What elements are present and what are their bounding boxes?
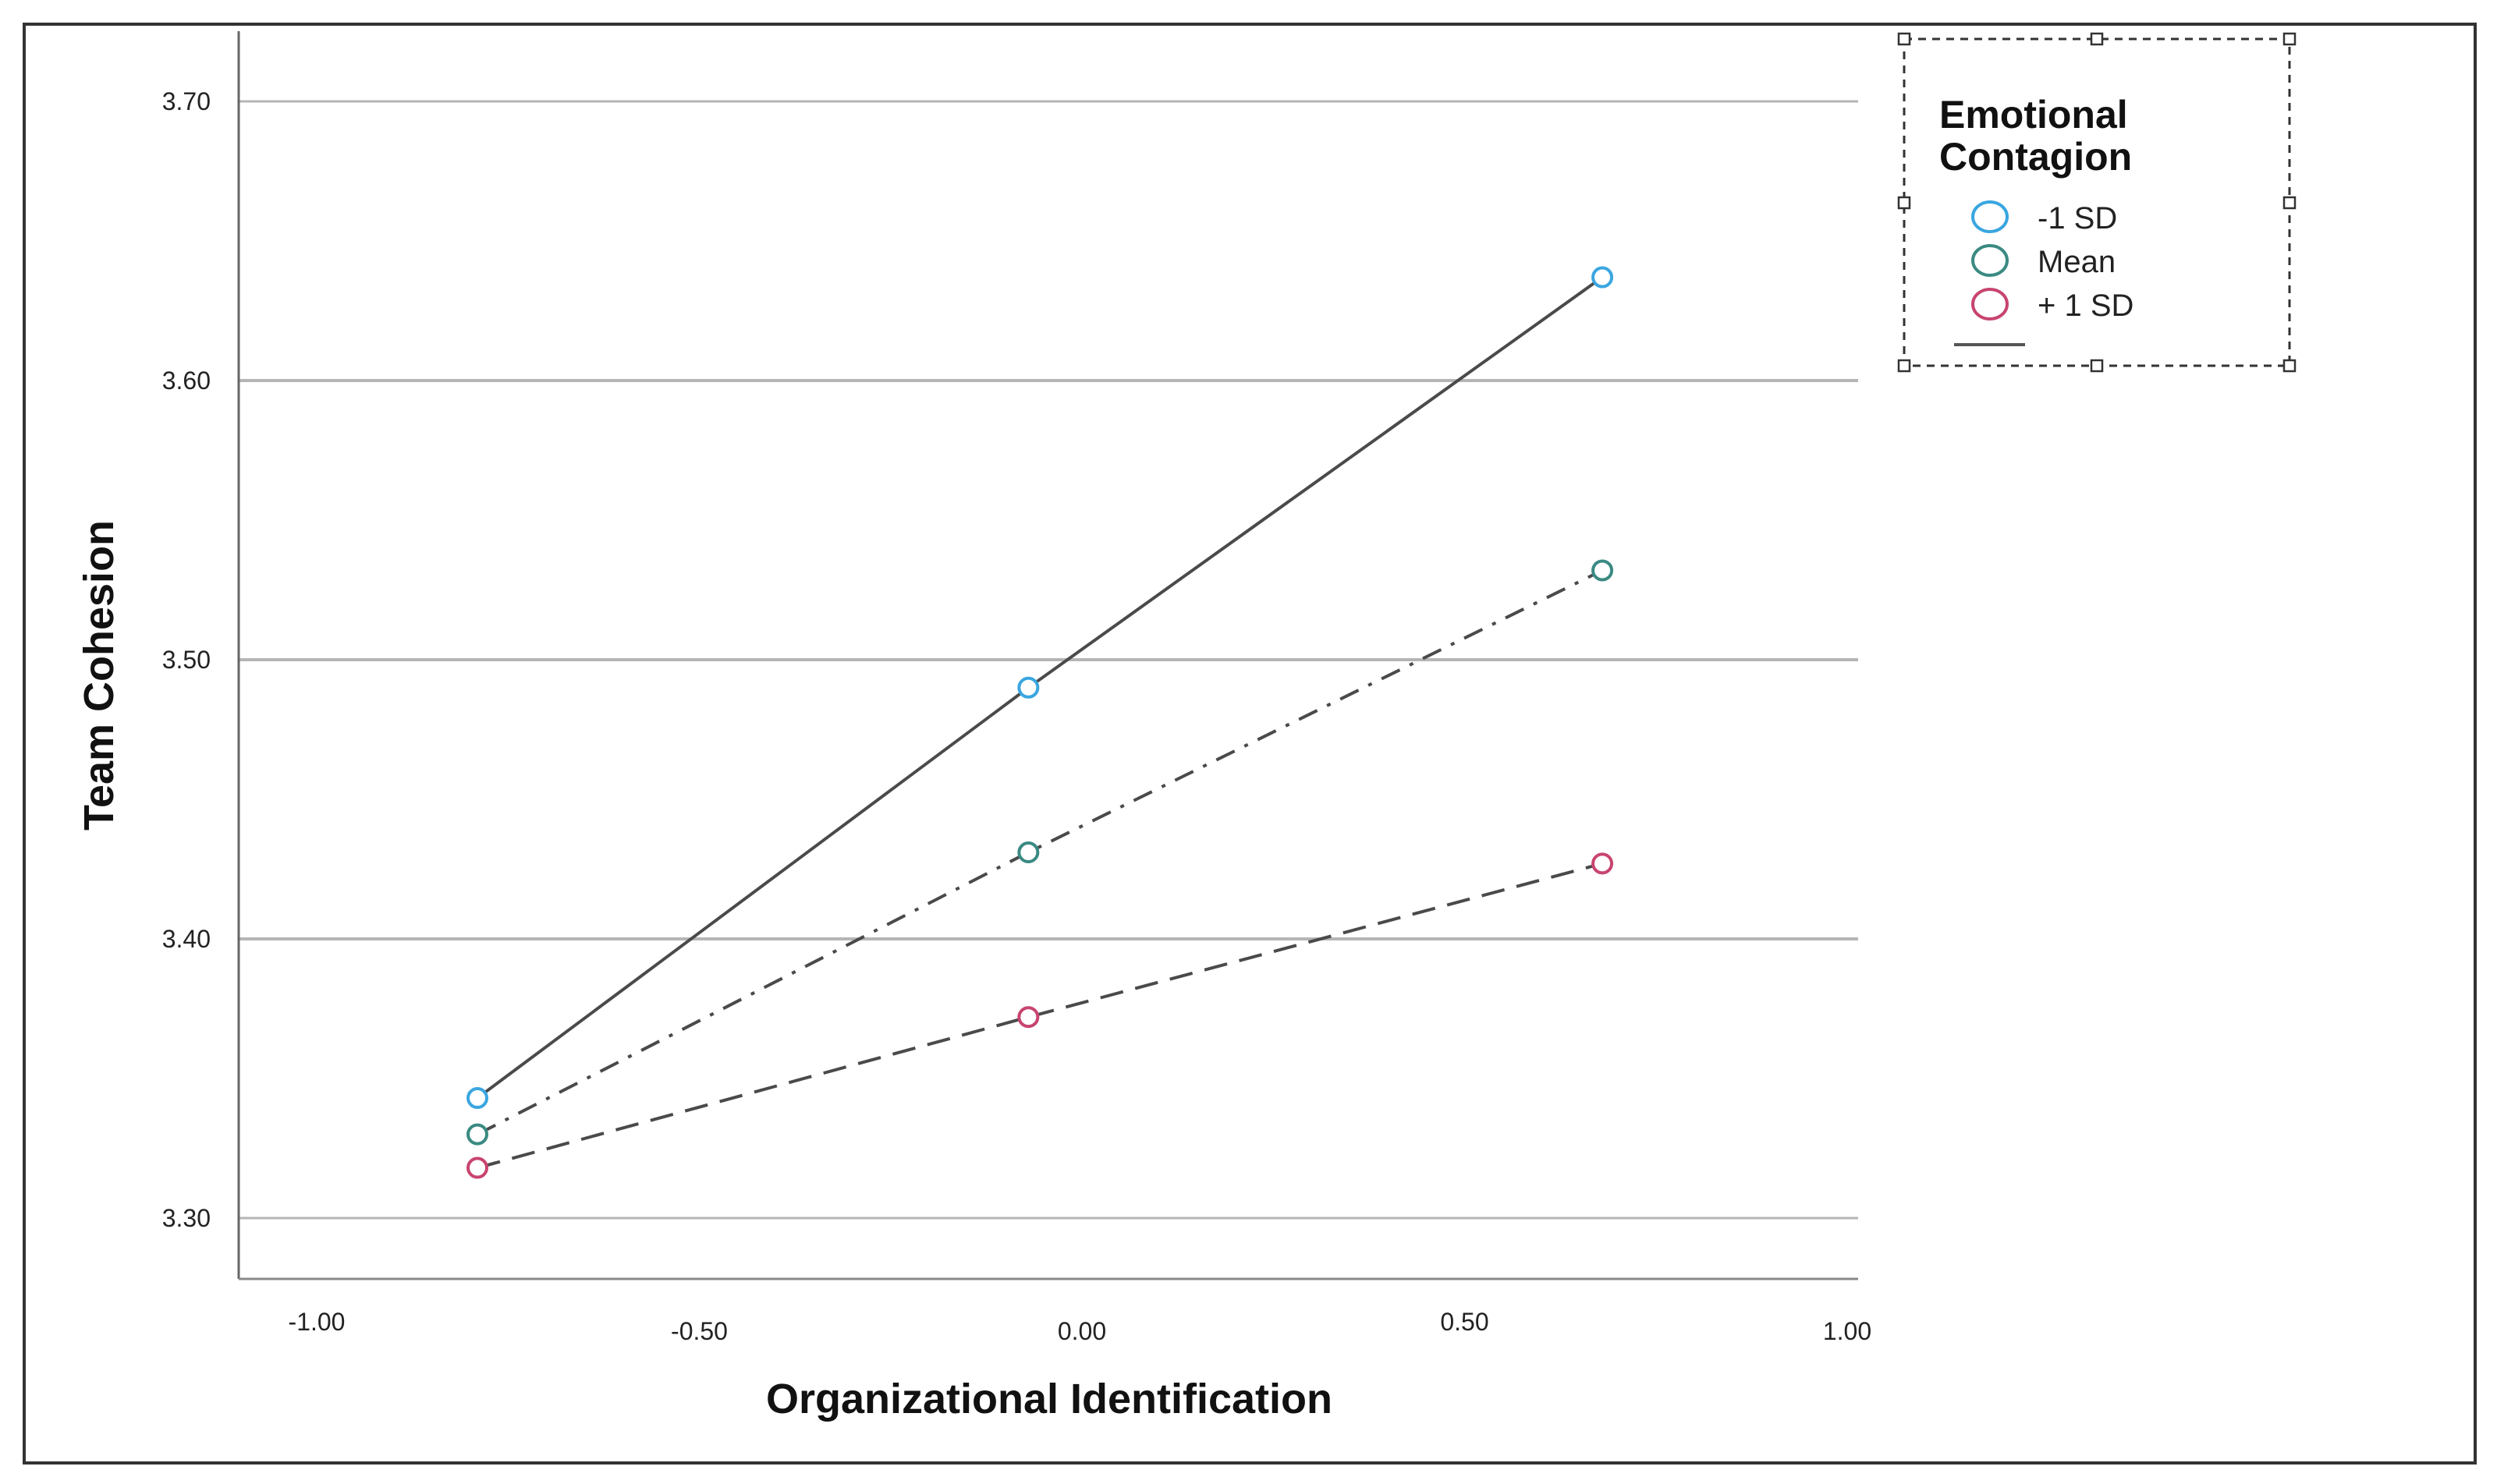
data-point [1591,266,1614,289]
legend-handle[interactable] [1897,32,1911,46]
legend-handle[interactable] [2090,32,2104,46]
legend-title-line-2: Contagion [1939,135,2132,179]
legend-handle[interactable] [2090,359,2104,373]
x-axis-title: Organizational Identification [766,1376,1332,1422]
x-tick-labels: -1.00 -0.50 0.00 0.50 1.00 [289,1308,1872,1345]
axes [237,31,1858,1280]
legend-handle[interactable] [1897,359,1911,373]
legend-label-plus-1sd: + 1 SD [2038,289,2133,323]
legend-handle[interactable] [2282,359,2297,373]
x-tick-label: 0.00 [1058,1317,1106,1345]
series [466,266,1614,1179]
data-point [1591,852,1614,875]
x-tick-label: -1.00 [289,1308,346,1336]
legend[interactable]: Emotional Contagion -1 SD Mean + 1 SD [1897,32,2297,373]
x-tick-label: 0.50 [1440,1308,1488,1336]
data-point [1017,841,1040,864]
legend-handle[interactable] [1897,196,1911,210]
data-point [1017,676,1040,699]
legend-marker-minus-1sd [1971,200,2009,233]
legend-label-mean: Mean [2038,245,2116,279]
data-point [466,1123,489,1146]
legend-handle[interactable] [2282,196,2297,210]
series-line [477,568,1603,1136]
legend-marker-mean [1971,244,2009,277]
x-tick-label: 1.00 [1823,1317,1871,1345]
y-tick-label: 3.70 [162,87,211,115]
data-point [466,1156,489,1179]
y-tick-label: 3.60 [162,367,211,395]
legend-title-line-1: Emotional [1939,93,2128,136]
y-axis-title: Team Cohesion [76,520,122,831]
y-tick-label: 3.40 [162,925,211,953]
y-tick-label: 3.30 [162,1204,211,1232]
data-point [1591,559,1614,582]
x-tick-label: -0.50 [671,1317,728,1345]
data-point [1017,1006,1040,1029]
y-tick-labels: 3.30 3.40 3.50 3.60 3.70 [162,87,211,1232]
legend-handle[interactable] [2282,32,2297,46]
data-point [466,1087,489,1110]
chart-frame [23,23,2477,1465]
legend-marker-plus-1sd [1971,288,2009,321]
legend-label-minus-1sd: -1 SD [2038,201,2117,236]
series-line [477,862,1603,1170]
y-tick-label: 3.50 [162,646,211,674]
gridlines [239,100,1858,1220]
